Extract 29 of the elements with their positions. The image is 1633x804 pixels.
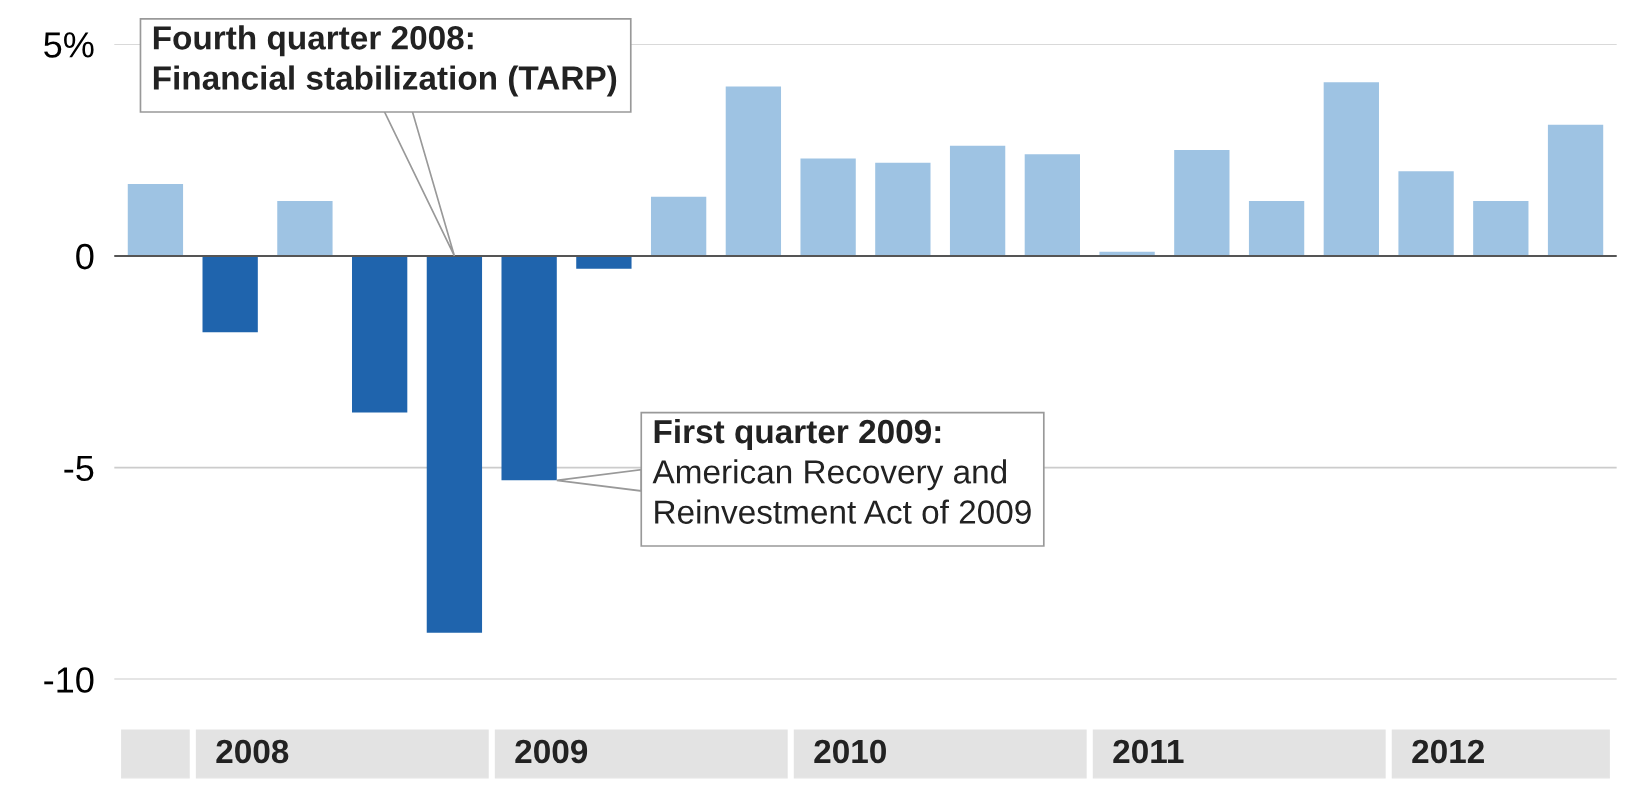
bar xyxy=(352,255,408,413)
bar xyxy=(949,145,1006,256)
annotation: First quarter 2009: American Recovery and Reinvestment Act of 2009 xyxy=(652,418,1031,524)
bar xyxy=(875,162,931,256)
bar xyxy=(1323,82,1379,256)
y-tick-label: -10 xyxy=(44,667,94,693)
bar xyxy=(576,255,632,269)
x-tick-label: 2012 xyxy=(1412,739,1484,764)
bar xyxy=(202,255,258,333)
y-tick-label: 0 xyxy=(76,243,94,270)
x-tick-label: 2011 xyxy=(1113,739,1184,764)
annotation: Fourth quarter 2008: Financial stabilization (TARP) xyxy=(153,25,617,97)
y-tick-label: 5% xyxy=(44,32,94,58)
bar xyxy=(1248,200,1305,256)
x-tick-label: 2008 xyxy=(216,739,289,764)
bar xyxy=(1174,150,1230,256)
bar xyxy=(1547,124,1604,256)
bar xyxy=(277,200,333,256)
y-tick-label: -5 xyxy=(64,455,94,482)
bar xyxy=(800,158,856,256)
bar xyxy=(650,196,707,256)
bar xyxy=(127,183,184,256)
x-tick-label: 2010 xyxy=(814,739,886,764)
x-tick-label: 2009 xyxy=(515,739,588,764)
bar xyxy=(1024,154,1081,256)
bar xyxy=(1398,171,1454,256)
bar xyxy=(725,86,782,256)
bar xyxy=(501,255,557,481)
bar xyxy=(1473,200,1529,256)
